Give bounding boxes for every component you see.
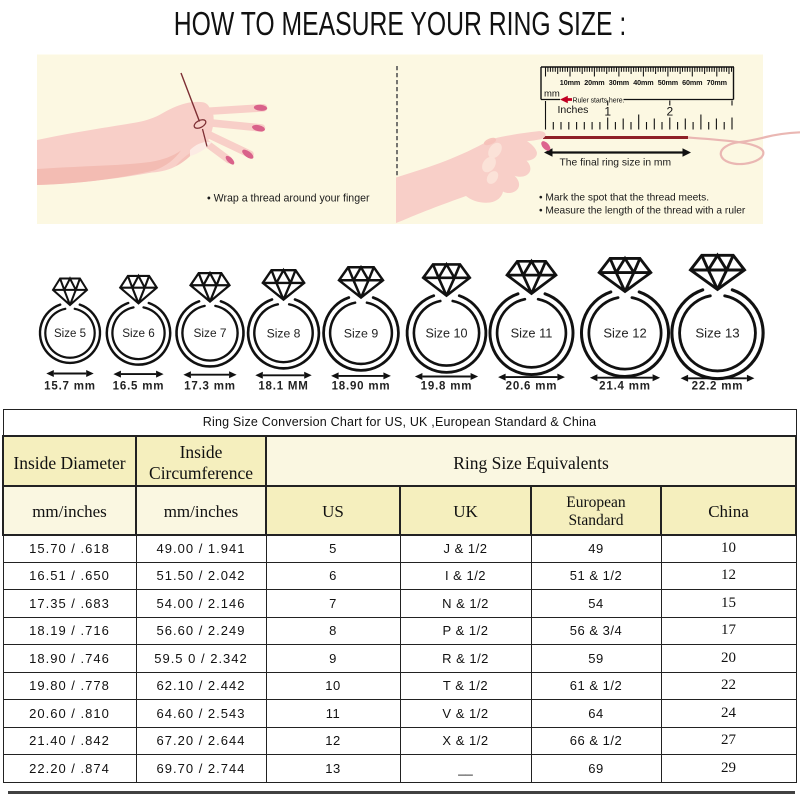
svg-text:17.3 mm: 17.3 mm [184, 381, 236, 393]
svg-text:Size 10: Size 10 [425, 326, 467, 340]
svg-text:Size 12: Size 12 [603, 326, 646, 341]
svg-text:20.6 mm: 20.6 mm [506, 381, 558, 393]
svg-text:Size 13: Size 13 [695, 326, 739, 341]
svg-text:18.1 MM: 18.1 MM [258, 381, 308, 393]
svg-text:21.4 mm: 21.4 mm [599, 381, 651, 393]
svg-text:Inches: Inches [558, 104, 589, 116]
svg-text:Ruler starts here.: Ruler starts here. [573, 97, 625, 104]
svg-text:Size 8: Size 8 [267, 326, 301, 340]
svg-text:16.5 mm: 16.5 mm [113, 381, 165, 393]
svg-text:22.2 mm: 22.2 mm [692, 381, 744, 393]
svg-text:40mm: 40mm [633, 78, 653, 87]
svg-text:• Mark the spot that the threa: • Mark the spot that the thread meets. [539, 193, 709, 204]
svg-text:Size 5: Size 5 [54, 328, 86, 340]
svg-text:2: 2 [666, 105, 673, 119]
svg-text:Size 9: Size 9 [344, 326, 379, 340]
svg-text:20mm: 20mm [584, 78, 604, 87]
svg-text:50mm: 50mm [658, 78, 678, 87]
svg-text:Size 7: Size 7 [193, 326, 226, 340]
svg-text:10mm: 10mm [560, 78, 580, 87]
svg-text:30mm: 30mm [609, 78, 629, 87]
svg-text:15.7 mm: 15.7 mm [44, 381, 96, 393]
svg-text:18.90 mm: 18.90 mm [332, 381, 391, 393]
svg-text:19.8 mm: 19.8 mm [421, 381, 473, 393]
svg-text:70mm: 70mm [707, 78, 727, 87]
svg-text:mm: mm [544, 88, 560, 99]
svg-text:1: 1 [604, 105, 611, 119]
svg-text:• Measure the length of the th: • Measure the length of the thread with … [539, 206, 746, 217]
svg-text:• Wrap a thread around your fi: • Wrap a thread around your finger [207, 193, 370, 205]
svg-text:Size 6: Size 6 [122, 327, 154, 340]
svg-text:60mm: 60mm [682, 78, 702, 87]
svg-text:The final ring size in mm: The final ring size in mm [560, 158, 672, 169]
svg-text:Size 11: Size 11 [511, 326, 553, 341]
